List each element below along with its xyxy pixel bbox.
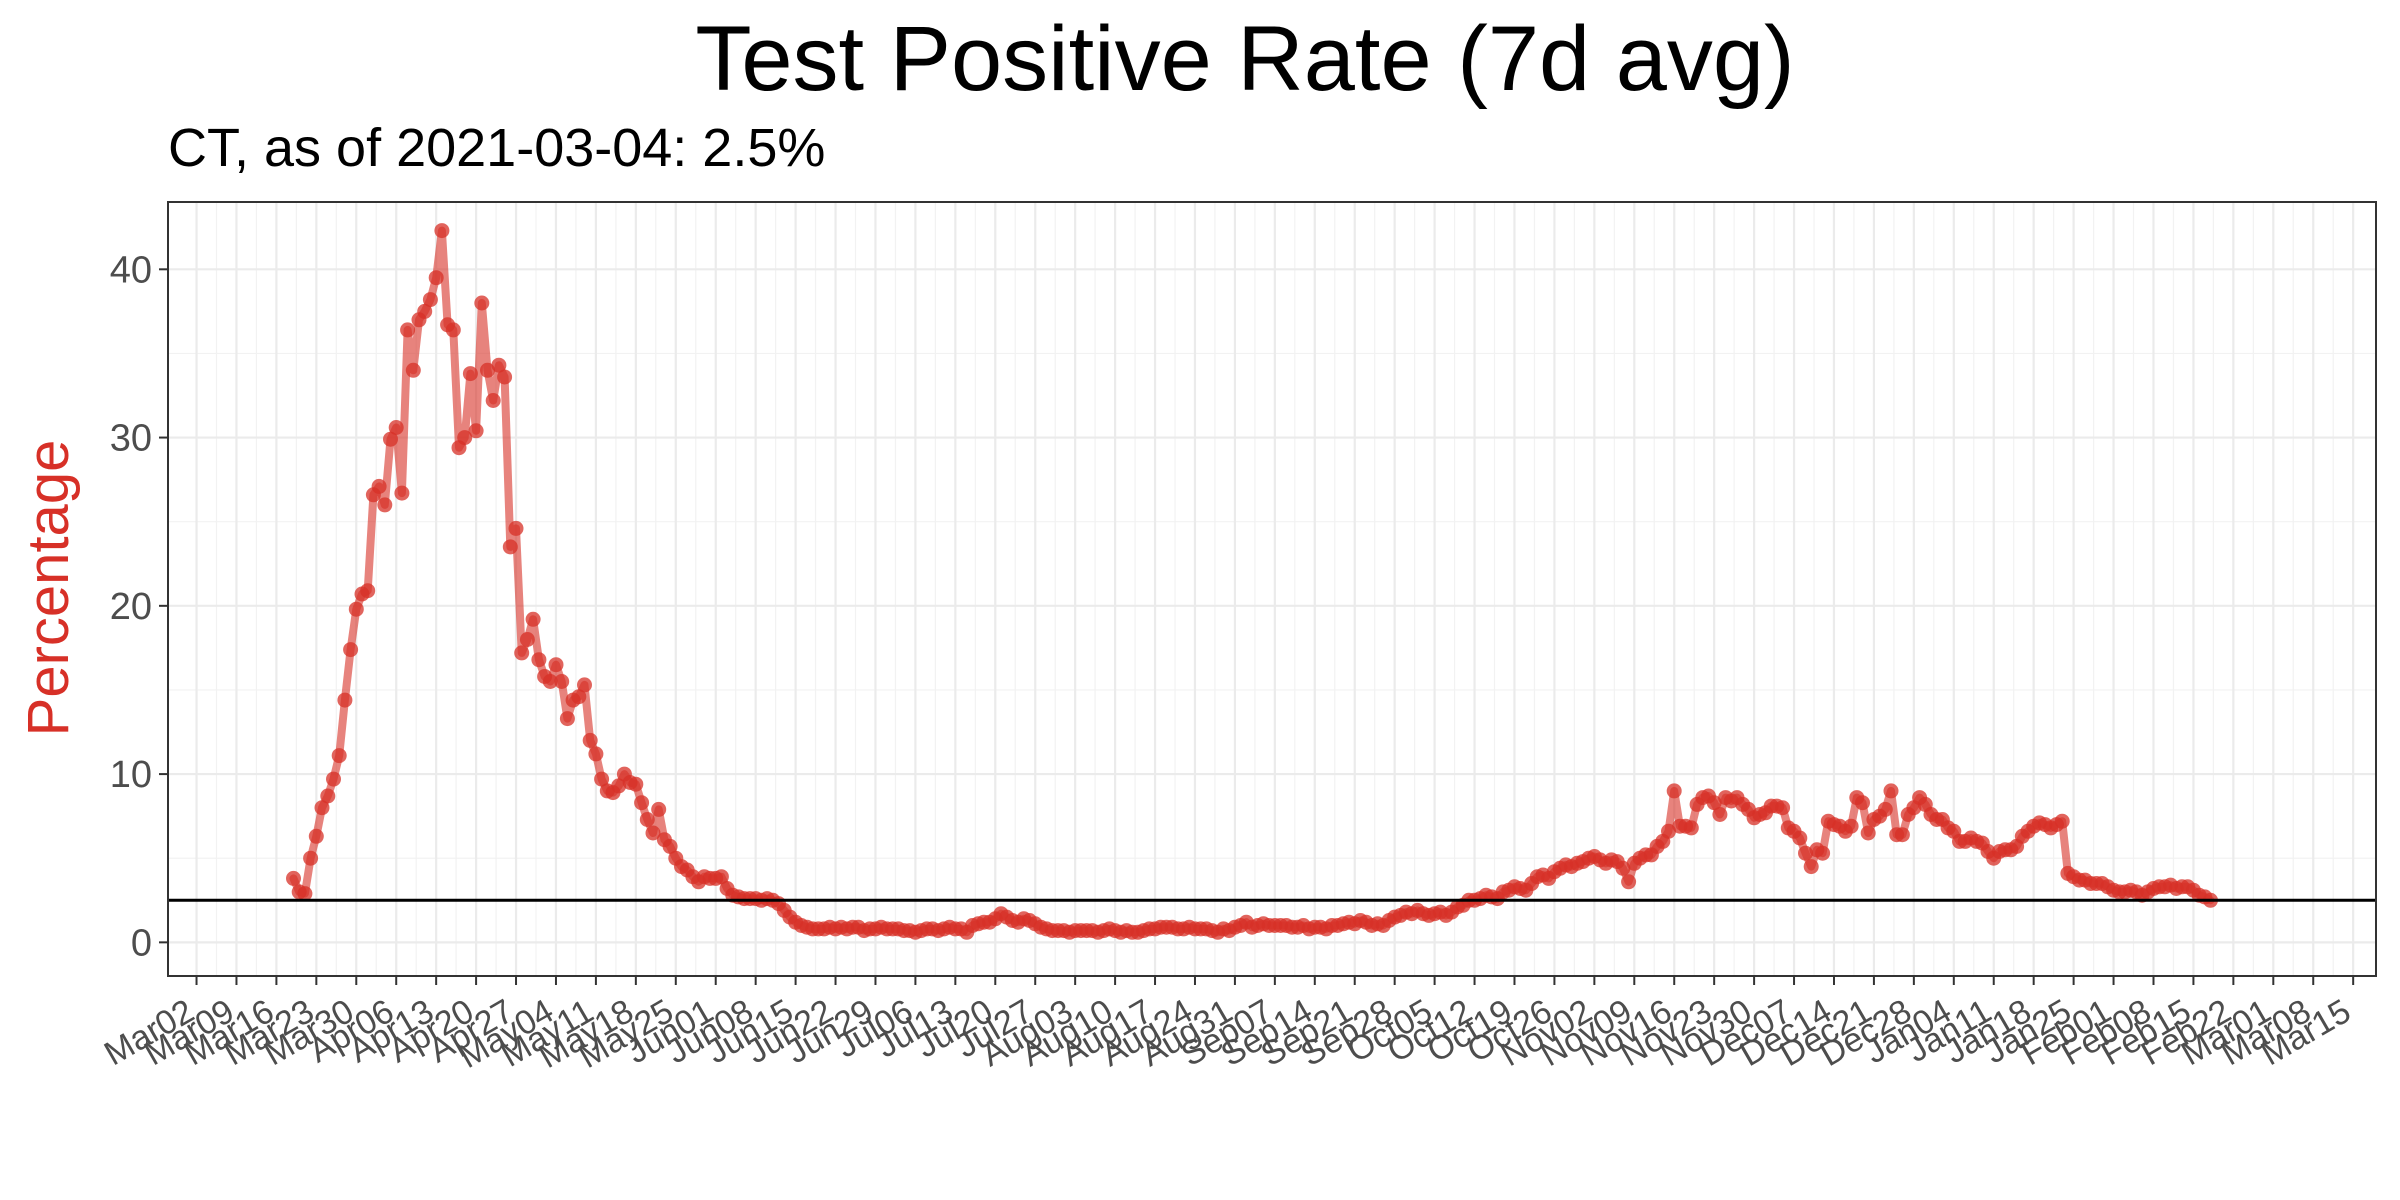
data-point xyxy=(1855,795,1870,811)
y-tick-label: 40 xyxy=(110,249,152,291)
data-point xyxy=(713,869,729,885)
data-point xyxy=(343,642,359,658)
data-point xyxy=(388,420,404,435)
data-point xyxy=(434,223,450,239)
panel-border xyxy=(167,201,2377,977)
data-point xyxy=(383,431,398,447)
y-tick-label: 0 xyxy=(131,922,152,964)
data-point xyxy=(594,771,610,787)
data-point xyxy=(628,776,644,792)
data-point xyxy=(1803,859,1819,875)
data-point xyxy=(377,497,393,513)
data-point xyxy=(468,423,484,439)
data-point xyxy=(400,322,416,338)
chart-subtitle: CT, as of 2021-03-04: 2.5% xyxy=(168,118,825,178)
data-point xyxy=(1621,874,1637,890)
data-point xyxy=(308,828,324,844)
data-point xyxy=(582,732,598,748)
data-point xyxy=(611,778,627,794)
data-point xyxy=(554,674,570,689)
data-point xyxy=(634,795,650,811)
data-point xyxy=(1815,845,1831,861)
data-point xyxy=(497,369,513,385)
data-point xyxy=(462,366,478,382)
y-axis-label: Percentage xyxy=(16,440,81,737)
data-point xyxy=(1883,783,1899,799)
data-point xyxy=(2054,813,2070,829)
data-point xyxy=(514,645,530,661)
data-point xyxy=(571,689,587,705)
plot-panel xyxy=(167,201,2377,977)
data-point xyxy=(457,430,473,446)
data-point xyxy=(531,652,547,668)
panel-background xyxy=(168,202,2376,976)
data-point xyxy=(474,295,490,311)
data-point xyxy=(577,677,592,693)
data-point xyxy=(405,362,421,378)
data-point xyxy=(491,357,507,373)
data-point xyxy=(651,801,667,817)
data-point xyxy=(1860,825,1876,841)
data-point xyxy=(1792,830,1808,846)
data-point xyxy=(428,270,444,286)
grid-minor xyxy=(168,202,2376,976)
data-point xyxy=(326,771,341,787)
data-point xyxy=(348,601,364,617)
data-point xyxy=(1661,823,1676,839)
data-point xyxy=(337,692,353,708)
data-point xyxy=(1615,860,1631,876)
data-point xyxy=(314,800,330,816)
data-point xyxy=(1798,845,1813,861)
data-point xyxy=(480,362,495,378)
data-point xyxy=(525,611,541,627)
data-point xyxy=(417,303,433,319)
data-point xyxy=(1712,807,1728,822)
data-point xyxy=(542,674,558,689)
y-axis: 0 10 20 30 40 xyxy=(110,249,168,964)
data-point xyxy=(360,583,376,599)
data-point xyxy=(303,850,319,866)
data-point xyxy=(445,322,461,338)
y-tick-label: 30 xyxy=(110,418,152,460)
data-point xyxy=(519,632,535,647)
y-tick-label: 10 xyxy=(110,754,152,796)
data-point xyxy=(508,520,524,536)
data-point xyxy=(394,485,410,501)
data-point xyxy=(588,746,604,762)
chart-title: Test Positive Rate (7d avg) xyxy=(695,8,1794,110)
data-point xyxy=(559,711,575,727)
data-point xyxy=(1683,820,1699,836)
data-point xyxy=(485,393,501,408)
data-point xyxy=(1877,801,1893,817)
data-point xyxy=(286,870,301,886)
data-point xyxy=(1894,827,1910,843)
data-point xyxy=(1666,783,1682,799)
data-point xyxy=(662,838,678,854)
data-point xyxy=(320,788,336,804)
data-point xyxy=(297,886,313,902)
data-point xyxy=(548,657,564,673)
data-point xyxy=(422,292,438,308)
data-point xyxy=(639,812,655,827)
data-point xyxy=(1706,795,1722,811)
data-point xyxy=(1775,800,1791,816)
data-point xyxy=(502,539,518,555)
y-tick-label: 20 xyxy=(110,586,152,628)
data-point xyxy=(1843,818,1859,834)
data-point xyxy=(371,478,387,494)
data-point xyxy=(331,748,347,764)
data-point xyxy=(645,825,661,841)
